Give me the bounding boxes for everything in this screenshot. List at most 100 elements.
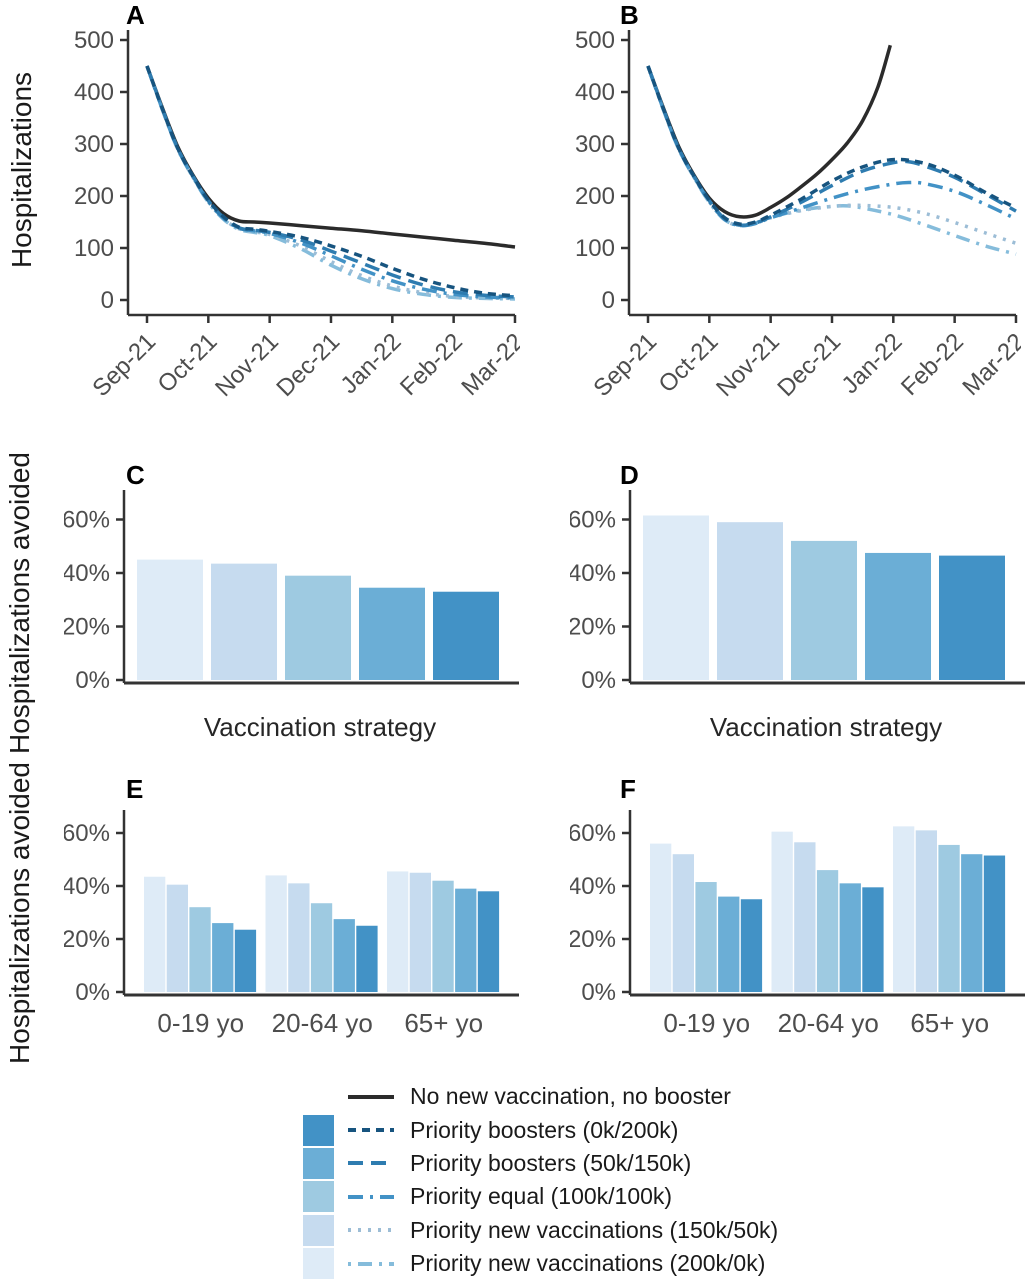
- bar: [794, 842, 816, 992]
- y-tick-label: 200: [74, 183, 114, 210]
- legend-color-swatch: [303, 1181, 334, 1213]
- bar: [455, 888, 477, 992]
- bar: [915, 830, 937, 992]
- bar: [387, 871, 409, 992]
- panel-a-line-chart: 0 100 200 300 400 500 Sep-21Oct-21Nov-21Dec-21…: [74, 27, 520, 402]
- y-tick-label: 40%: [570, 560, 616, 587]
- bar: [791, 540, 857, 680]
- legend-item-label: Priority boosters (50k/150k): [410, 1149, 692, 1176]
- bar: [893, 826, 915, 992]
- legend-item: Priority new vaccinations (150k/50k): [303, 1214, 778, 1247]
- y-tick-label: 60%: [64, 820, 110, 847]
- bar: [862, 887, 884, 992]
- bar: [939, 555, 1005, 680]
- bar: [433, 591, 499, 680]
- bar: [938, 844, 960, 992]
- y-tick-label: 100: [575, 235, 615, 262]
- bar: [643, 515, 709, 680]
- series-line: [145, 65, 516, 301]
- legend-color-swatch: [303, 1147, 334, 1179]
- group-label: 0-19 yo: [663, 1008, 750, 1038]
- legend-item: Priority equal (100k/100k): [303, 1180, 778, 1213]
- legend-item: Priority boosters (0k/200k): [303, 1113, 778, 1146]
- series-line: [145, 65, 516, 301]
- panel-letter-e: E: [126, 774, 144, 804]
- group-label: 20-64 yo: [272, 1008, 373, 1038]
- bar: [333, 919, 355, 992]
- x-tick-label: Oct-21: [654, 328, 724, 398]
- legend-item-label: Priority new vaccinations (200k/0k): [410, 1250, 766, 1277]
- bar: [285, 575, 351, 680]
- panel-c-bar-chart: 0% 20% 40% 60%: [64, 490, 519, 694]
- x-tick-label: Sep-21: [588, 328, 662, 402]
- x-tick-label: Feb-22: [395, 328, 468, 401]
- series-line: [145, 65, 516, 249]
- bar: [212, 923, 234, 992]
- group-label: 65+ yo: [404, 1008, 483, 1038]
- panel-letter-f: F: [620, 774, 636, 804]
- y-tick-label: 60%: [570, 820, 616, 847]
- y-tick-label: 400: [74, 79, 114, 106]
- bar: [359, 587, 425, 680]
- bar: [816, 870, 839, 992]
- x-tick-label: Mar-22: [957, 328, 1021, 401]
- legend-item-label: Priority new vaccinations (150k/50k): [410, 1216, 779, 1243]
- bar: [265, 875, 287, 992]
- bar: [961, 854, 983, 992]
- series-line: [646, 44, 892, 219]
- y-tick-label: 0%: [75, 979, 110, 1006]
- y-tick-label: 40%: [570, 873, 616, 900]
- y-axis-title-row3: Hospitalizations avoided: [4, 762, 35, 1064]
- y-tick-label: 200: [575, 183, 615, 210]
- bar: [740, 899, 763, 992]
- x-tick-label: Jan-22: [837, 328, 908, 399]
- y-tick-label: 0%: [75, 667, 110, 694]
- legend-item: No new vaccination, no booster: [303, 1080, 778, 1113]
- y-tick-label: 0: [101, 287, 114, 314]
- y-tick-label: 40%: [64, 560, 110, 587]
- y-tick-label: 400: [575, 79, 615, 106]
- x-axis-title-panel-d: Vaccination strategy: [709, 712, 943, 742]
- bar: [166, 884, 188, 992]
- series-line: [646, 65, 1017, 228]
- y-tick-label: 100: [74, 235, 114, 262]
- y-tick-label: 60%: [570, 507, 616, 534]
- group-label: 20-64 yo: [778, 1008, 879, 1038]
- x-tick-label: Sep-21: [87, 328, 161, 402]
- series-line: [145, 65, 516, 300]
- series-line: [646, 65, 1017, 227]
- bar: [211, 563, 277, 680]
- y-tick-label: 40%: [64, 873, 110, 900]
- legend-item: Priority new vaccinations (200k/0k): [303, 1247, 778, 1280]
- y-tick-label: 60%: [64, 507, 110, 534]
- x-tick-label: Dec-21: [271, 328, 345, 402]
- panel-f-grouped-bar-chart: 0% 20% 40% 60% 0-19 yo 20-64 yo 65+ yo: [570, 810, 1025, 1038]
- y-tick-label: 0%: [581, 667, 616, 694]
- series-line: [646, 65, 1017, 245]
- group-label: 0-19 yo: [157, 1008, 244, 1038]
- x-tick-label: Oct-21: [153, 328, 223, 398]
- y-tick-label: 20%: [570, 614, 616, 641]
- panel-letter-c: C: [126, 460, 145, 490]
- bar: [839, 883, 861, 992]
- bar: [234, 929, 257, 992]
- y-tick-label: 20%: [64, 614, 110, 641]
- panel-letter-a: A: [126, 0, 145, 30]
- panel-d-bar-chart: 0% 20% 40% 60%: [570, 490, 1025, 694]
- legend-item: Priority boosters (50k/150k): [303, 1147, 778, 1180]
- legend-line-sample: [348, 1128, 394, 1133]
- bar: [477, 891, 500, 992]
- x-tick-label: Dec-21: [772, 328, 846, 402]
- bar: [672, 854, 694, 992]
- legend-line-sample: [348, 1194, 394, 1199]
- panel-b-line-chart: 0 100 200 300 400 500 Sep-21Oct-21Nov-21Dec-21…: [575, 27, 1021, 402]
- y-tick-label: 500: [575, 27, 615, 54]
- bar: [310, 903, 333, 992]
- bar: [983, 855, 1006, 992]
- bar: [189, 907, 211, 992]
- legend: No new vaccination, no booster Priority b…: [303, 1080, 778, 1280]
- bar: [432, 880, 454, 992]
- panel-e-grouped-bar-chart: 0% 20% 40% 60% 0-19 yo 20-64 yo 65+ yo: [64, 810, 519, 1038]
- y-tick-label: 300: [575, 131, 615, 158]
